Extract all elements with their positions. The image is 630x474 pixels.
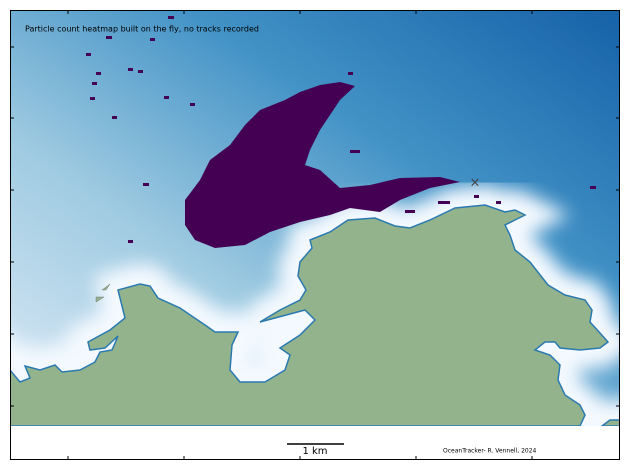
- credit: OceanTracker- R. Vennell, 2024: [443, 448, 537, 455]
- scale-bar-label: 1 km: [302, 446, 327, 457]
- ticks: [10, 10, 620, 460]
- land: [10, 184, 620, 426]
- particle-heatmap: [86, 16, 596, 248]
- map-area: ×: [10, 10, 620, 426]
- release-marker: ×: [470, 176, 481, 191]
- annotation: Particle count heatmap built on the fly,…: [25, 25, 259, 34]
- axes-frame: [10, 10, 620, 460]
